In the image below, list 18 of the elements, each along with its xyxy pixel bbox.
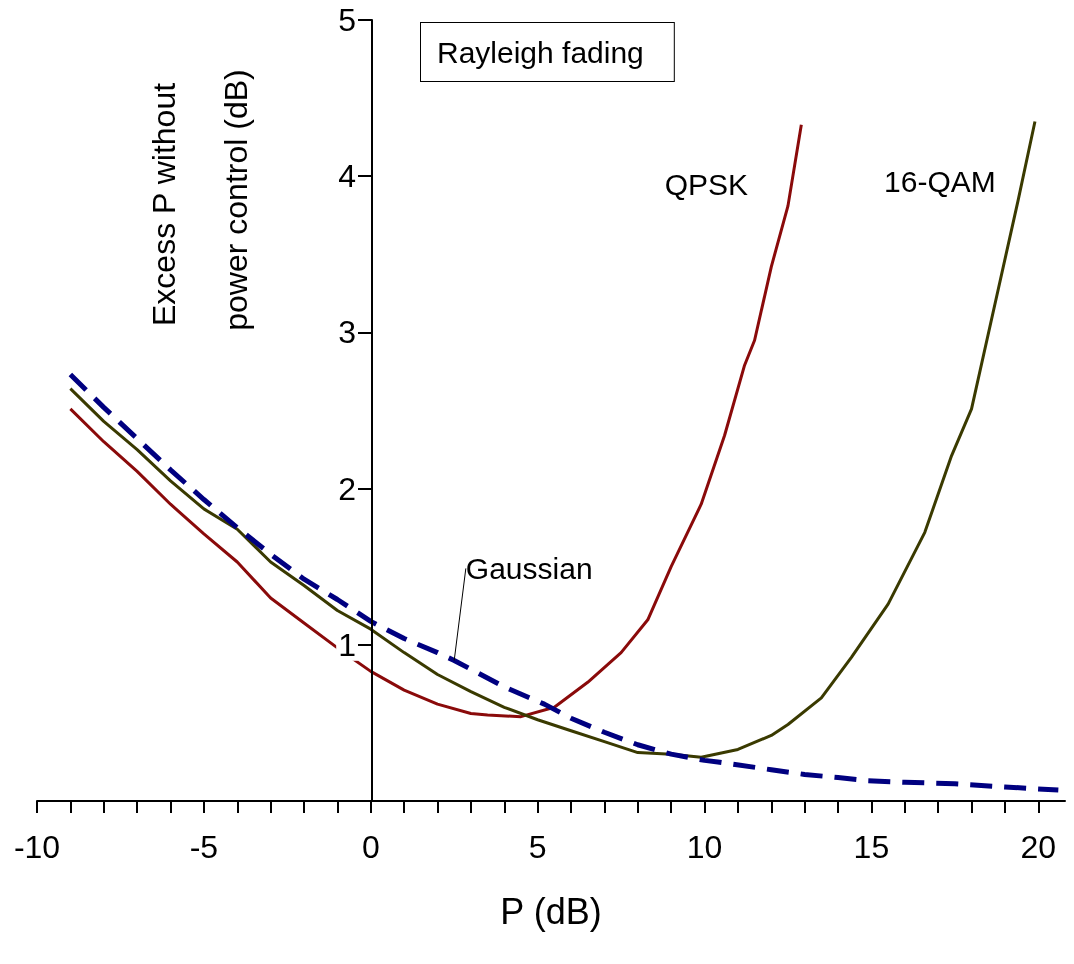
y-tick-label: 4	[338, 158, 356, 195]
x-tick-label: -5	[189, 829, 219, 865]
y-axis-title: Excess P without power control (dB)	[146, 69, 254, 331]
x-tick-label: 5	[528, 829, 547, 865]
y-tick-label: 1	[338, 626, 356, 663]
y-tick-label: 2	[338, 470, 356, 507]
y-tick-label: 3	[338, 314, 356, 351]
series-label: QPSK	[664, 168, 749, 202]
x-tick-label: -10	[13, 829, 61, 865]
x-tick-label: 0	[361, 829, 380, 865]
y-tick-label: 5	[338, 2, 356, 38]
series-label: 16-QAM	[884, 165, 996, 199]
x-tick-label: 20	[1020, 829, 1057, 865]
text: Gaussian	[465, 551, 593, 585]
annotation: Rayleigh fading	[437, 35, 644, 69]
x-axis-title: P (dB)	[500, 890, 602, 932]
x-tick-label: 15	[853, 829, 890, 865]
x-tick-label: 10	[686, 829, 723, 865]
